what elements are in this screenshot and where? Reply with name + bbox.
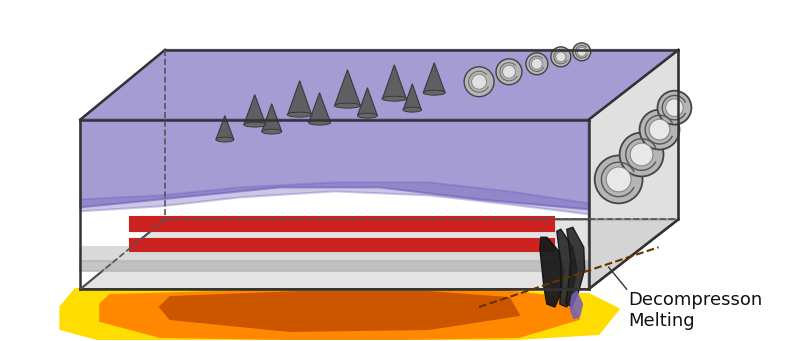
Circle shape <box>573 43 590 61</box>
Polygon shape <box>80 261 589 271</box>
Polygon shape <box>80 182 589 214</box>
Polygon shape <box>244 95 266 124</box>
Circle shape <box>556 52 566 62</box>
Circle shape <box>551 47 570 67</box>
Polygon shape <box>60 289 618 340</box>
Polygon shape <box>80 50 678 120</box>
Circle shape <box>578 47 586 56</box>
Polygon shape <box>130 239 554 251</box>
Polygon shape <box>589 50 678 289</box>
Ellipse shape <box>382 96 407 101</box>
Circle shape <box>502 65 515 78</box>
Polygon shape <box>80 247 589 261</box>
Polygon shape <box>288 81 312 115</box>
Polygon shape <box>557 229 577 307</box>
Polygon shape <box>570 291 582 319</box>
Polygon shape <box>358 88 378 116</box>
Polygon shape <box>403 84 422 110</box>
Ellipse shape <box>309 120 330 125</box>
Polygon shape <box>80 120 589 209</box>
Polygon shape <box>130 217 554 231</box>
Circle shape <box>630 143 653 166</box>
Ellipse shape <box>216 137 234 142</box>
Ellipse shape <box>262 129 282 134</box>
Ellipse shape <box>287 112 312 117</box>
Ellipse shape <box>244 122 266 127</box>
Polygon shape <box>262 104 282 132</box>
Polygon shape <box>80 219 678 289</box>
Ellipse shape <box>403 107 422 112</box>
Polygon shape <box>423 63 445 93</box>
Circle shape <box>464 67 494 97</box>
Polygon shape <box>216 116 234 139</box>
Circle shape <box>496 59 522 85</box>
Polygon shape <box>100 289 578 340</box>
Polygon shape <box>309 93 330 123</box>
Circle shape <box>639 110 679 150</box>
Text: Decompresson
Melting: Decompresson Melting <box>629 291 763 330</box>
Circle shape <box>531 58 542 69</box>
Polygon shape <box>566 227 585 307</box>
Ellipse shape <box>358 113 378 118</box>
Circle shape <box>620 133 663 176</box>
Circle shape <box>658 91 691 124</box>
Ellipse shape <box>423 90 445 95</box>
Polygon shape <box>160 292 519 331</box>
Ellipse shape <box>334 103 361 108</box>
Polygon shape <box>382 65 406 99</box>
Circle shape <box>594 155 642 203</box>
Circle shape <box>606 167 631 192</box>
Circle shape <box>526 53 548 75</box>
Circle shape <box>666 99 683 117</box>
Circle shape <box>649 119 670 140</box>
Polygon shape <box>334 70 361 106</box>
Polygon shape <box>540 237 564 307</box>
Circle shape <box>471 74 486 89</box>
